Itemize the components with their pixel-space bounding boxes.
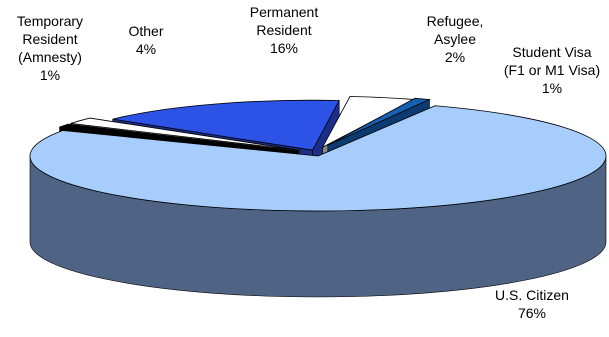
label-permanent-line-2: Resident [256,22,311,38]
label-student-visa: Student Visa (F1 or M1 Visa) 1% [504,44,600,96]
label-us-citizen-line-1: U.S. Citizen [495,287,569,303]
label-other: Other 4% [128,23,163,57]
slice-permanent-resident-top [112,99,340,151]
label-us-citizen: U.S. Citizen 76% [495,287,569,321]
label-refugee-value: 2% [445,49,465,65]
label-permanent-line-1: Permanent [250,4,319,20]
label-student-visa-line-1: Student Visa [512,44,591,60]
label-temporary-line-3: (Amnesty) [18,49,82,65]
label-other-line-1: Other [128,23,163,39]
slice-refugee-asylee-top [70,117,300,151]
label-student-visa-line-2: (F1 or M1 Visa) [504,62,600,78]
label-permanent-value: 16% [270,40,298,56]
label-student-visa-value: 1% [542,80,562,96]
label-temporary-value: 1% [40,67,60,83]
label-refugee-line-1: Refugee, [427,13,484,29]
label-other-value: 4% [136,41,156,57]
label-temporary: Temporary Resident (Amnesty) 1% [17,13,83,83]
slice-student-visa-f1-or-m1-visa-top [59,123,299,152]
label-refugee: Refugee, Asylee 2% [427,13,484,65]
slice-u-s-citizen [29,105,607,298]
label-temporary-line-1: Temporary [17,13,83,29]
label-us-citizen-value: 76% [518,305,546,321]
label-refugee-line-2: Asylee [434,31,476,47]
label-temporary-line-2: Resident [22,31,77,47]
label-permanent: Permanent Resident 16% [250,4,319,56]
pie-slices [29,96,607,298]
slice-temporary-resident-amnesty-top [327,97,432,146]
slice-u-s-citizen-top [29,105,607,212]
